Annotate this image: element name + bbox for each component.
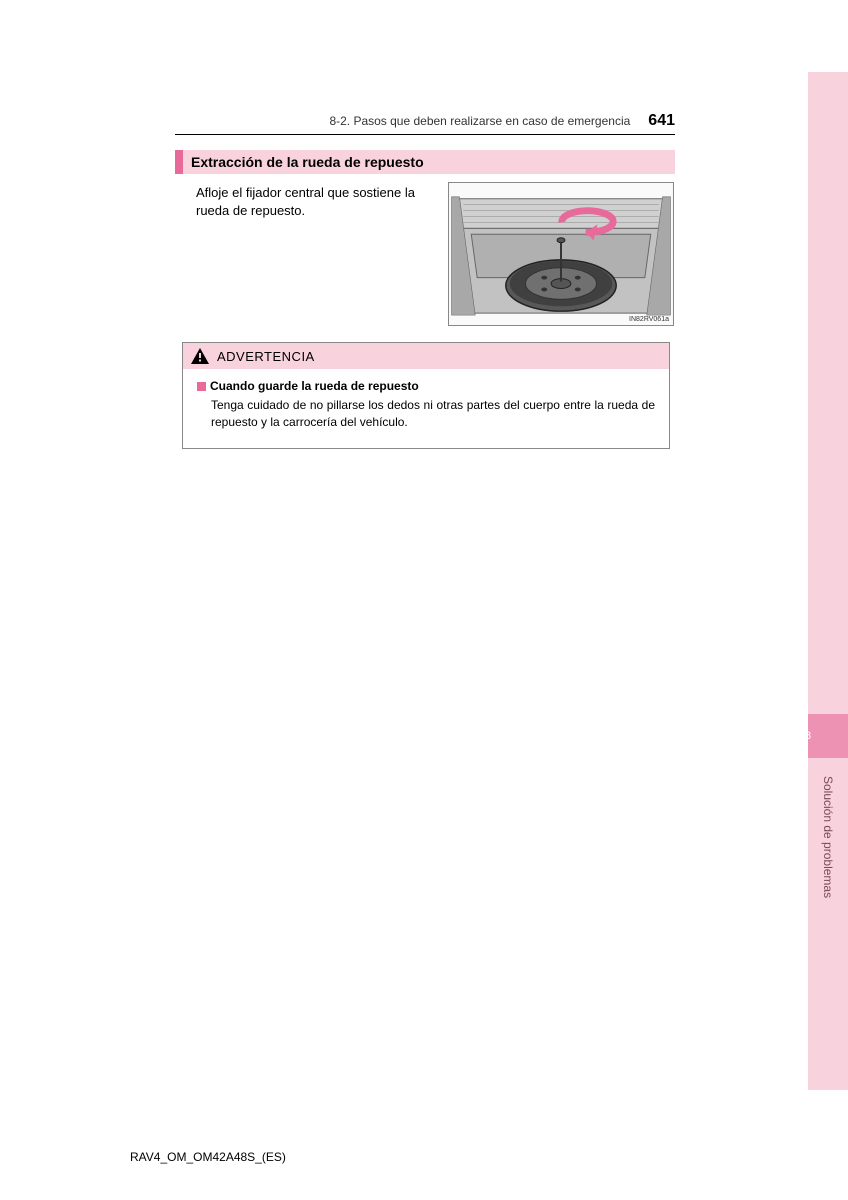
- page-header: 8-2. Pasos que deben realizarse en caso …: [175, 112, 675, 130]
- heading-accent: [175, 150, 183, 174]
- warning-title: ADVERTENCIA: [217, 349, 315, 364]
- manual-page: 8 Solución de problemas 8-2. Pasos que d…: [0, 0, 848, 1200]
- warning-header: ADVERTENCIA: [183, 343, 669, 369]
- warning-box: ADVERTENCIA Cuando guarde la rueda de re…: [182, 342, 670, 449]
- side-chapter-number: 8: [788, 730, 828, 742]
- spare-tire-figure: IN82RV061a: [448, 182, 674, 326]
- warning-text: Tenga cuidado de no pillarse los dedos n…: [197, 397, 655, 432]
- trunk-illustration: [449, 183, 673, 325]
- warning-icon: [191, 348, 209, 364]
- instruction-text: Afloje el fijador central que sostiene l…: [196, 184, 436, 220]
- bullet-square-icon: [197, 382, 206, 391]
- header-rule: [175, 134, 675, 135]
- warning-subhead-row: Cuando guarde la rueda de repuesto: [197, 379, 655, 393]
- document-code: RAV4_OM_OM42A48S_(ES): [130, 1150, 286, 1164]
- warning-body: Cuando guarde la rueda de repuesto Tenga…: [183, 369, 669, 448]
- page-number: 641: [648, 112, 675, 130]
- side-tab-light: [808, 72, 848, 1090]
- side-chapter-title: Solución de problemas: [821, 776, 835, 898]
- heading-text: Extracción de la rueda de repuesto: [183, 154, 424, 170]
- section-heading: Extracción de la rueda de repuesto: [175, 150, 675, 174]
- section-path: 8-2. Pasos que deben realizarse en caso …: [329, 114, 630, 128]
- figure-code: IN82RV061a: [629, 316, 669, 323]
- warning-subhead: Cuando guarde la rueda de repuesto: [210, 379, 419, 393]
